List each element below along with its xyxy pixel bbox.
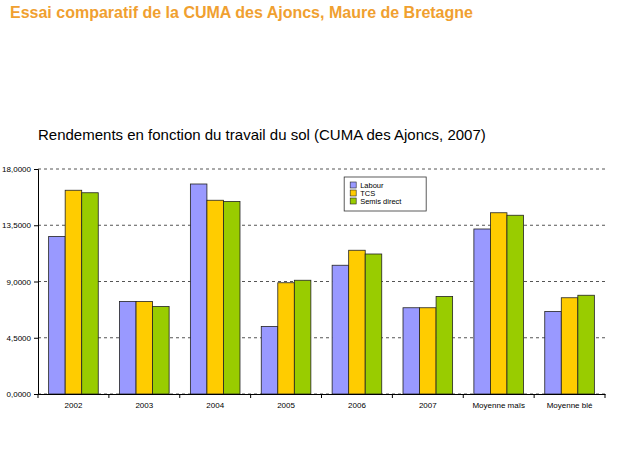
bar [365,254,382,394]
y-tick-label: 13,5000 [2,221,31,230]
y-tick-label: 0,0000 [7,390,32,399]
y-axis: 0,0000 4,5000 9,0000 13,5000 18,0000 [2,165,38,399]
x-tick-label: Moyenne blé [547,401,593,410]
x-tick-label: 2007 [419,401,437,410]
x-tick-label: 2003 [135,401,153,410]
x-tick: 2005 [277,394,295,410]
bar [490,213,507,394]
bar [190,184,207,394]
bar [82,193,99,394]
bar [561,298,578,394]
bar [507,215,524,394]
grid [38,169,605,394]
x-tick: 2007 [419,394,437,410]
x-tick: 2006 [348,394,366,410]
page-header: Essai comparatif de la CUMA des Ajoncs, … [10,4,473,21]
bar [436,297,453,395]
y-tick-mark [34,394,38,395]
x-tick-label: 2006 [348,401,366,410]
y-tick: 13,5000 [2,221,38,230]
chart-title: Rendements en fonction du travail du sol… [38,126,486,143]
y-tick: 4,5000 [7,334,38,343]
x-separator [321,394,322,398]
x-tick-label: 2005 [277,401,295,410]
bar [207,200,224,394]
y-axis-line [34,170,39,395]
bar [49,237,66,395]
x-separator [463,394,464,398]
y-tick-label: 18,0000 [2,165,31,174]
x-tick: 2004 [206,394,224,410]
grid-line [38,169,605,170]
bars [49,184,595,394]
x-tick: Moyenne maïs [472,394,524,410]
x-separator [38,394,39,398]
bar [403,308,420,394]
bar [294,280,311,394]
x-tick-label: 2004 [206,401,224,410]
legend-swatch [350,198,356,204]
x-tick: 2002 [65,394,83,410]
y-tick-mark [34,338,38,339]
bar [474,229,491,394]
bar-series [65,190,578,394]
y-tick-mark [34,282,38,283]
x-tick-label: Moyenne maïs [472,401,524,410]
bar [261,327,278,395]
y-tick: 18,0000 [2,165,38,174]
bar [332,265,349,394]
legend-item: Semis direct [350,197,402,206]
y-tick-label: 4,5000 [7,334,32,343]
bar [278,283,295,394]
bar [349,250,366,394]
y-tick-label: 9,0000 [7,278,32,287]
y-tick-mark [34,169,38,170]
bar [153,307,170,395]
bar [65,190,82,394]
bar [223,202,240,395]
bar [136,302,153,395]
legend-box [344,177,426,211]
chart: Essai comparatif de la CUMA des Ajoncs, … [0,0,620,460]
x-separator [392,394,393,398]
x-axis: 2002 2003 2004 2005 2006 2007 Moyenne maïs Moye… [38,394,606,410]
legend: LabourTCSSemis direct [344,177,426,211]
x-separator [605,394,606,398]
x-tick: Moyenne blé [547,394,593,410]
legend-swatch [350,190,356,196]
x-separator [108,394,109,398]
separators [38,394,605,398]
x-separator [179,394,180,398]
bar-series [49,184,562,394]
bar [420,308,437,394]
legend-label: Semis direct [360,197,402,206]
y-tick: 9,0000 [7,278,38,287]
x-tick-label: 2002 [65,401,83,410]
bar [545,312,562,395]
bar [120,302,137,395]
x-separator [534,394,535,398]
y-tick-mark [34,225,38,226]
x-separator [250,394,251,398]
bar [578,295,595,394]
plot: 0,0000 4,5000 9,0000 13,5000 18,0000 2002 2003… [2,165,605,410]
bar-series [82,193,595,394]
y-tick: 0,0000 [7,390,38,399]
x-tick: 2003 [135,394,153,410]
legend-swatch [350,182,356,188]
